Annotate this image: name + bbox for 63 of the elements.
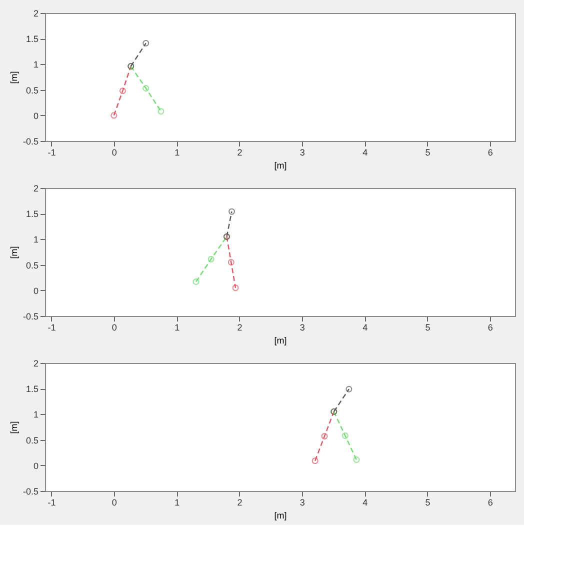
x-tick-label: 3 bbox=[300, 148, 305, 158]
x-tick-label: 6 bbox=[488, 148, 493, 158]
y-tick-label: 2 bbox=[33, 358, 38, 368]
point bbox=[158, 108, 164, 115]
y-axis-title: [m] bbox=[8, 246, 19, 259]
point bbox=[228, 208, 235, 215]
point bbox=[232, 284, 239, 292]
point bbox=[321, 432, 328, 440]
point bbox=[142, 85, 150, 92]
y-tick-label: 2 bbox=[33, 184, 38, 194]
point bbox=[119, 88, 126, 94]
x-tick-label: 5 bbox=[425, 498, 430, 508]
point bbox=[346, 386, 352, 392]
x-axis-title: [m] bbox=[274, 336, 287, 346]
x-tick-label: 2 bbox=[237, 148, 242, 158]
x-tick-label: -1 bbox=[48, 322, 56, 332]
point bbox=[142, 40, 150, 46]
x-tick-label: 4 bbox=[362, 148, 368, 158]
x-tick-label: -1 bbox=[48, 148, 56, 158]
y-tick-label: 2 bbox=[33, 8, 38, 18]
x-tick-label: -1 bbox=[48, 498, 56, 508]
x-tick-label: 6 bbox=[488, 322, 493, 332]
y-tick-label: 0 bbox=[33, 460, 38, 471]
point bbox=[353, 456, 360, 463]
y-tick-label: 1.5 bbox=[26, 34, 38, 44]
y-tick-label: 0.5 bbox=[26, 260, 38, 270]
y-tick-label: 1 bbox=[33, 234, 38, 245]
y-axis-title: [m] bbox=[8, 71, 19, 84]
y-tick-label: 1 bbox=[33, 410, 38, 420]
x-tick-label: 5 bbox=[425, 322, 430, 332]
x-axis-title: [m] bbox=[274, 510, 287, 520]
x-tick-label: 4 bbox=[362, 498, 368, 508]
y-axis-title: [m] bbox=[8, 421, 19, 434]
x-tick-label: 0 bbox=[112, 498, 117, 508]
point bbox=[342, 432, 348, 439]
y-tick-label: 1 bbox=[33, 60, 38, 70]
y-tick-label: -0.5 bbox=[22, 486, 38, 496]
x-tick-label: 1 bbox=[174, 498, 180, 508]
point bbox=[192, 278, 200, 285]
y-tick-label: 0 bbox=[33, 286, 38, 296]
x-tick-label: 3 bbox=[300, 498, 305, 508]
x-tick-label: 3 bbox=[300, 322, 305, 332]
y-tick-label: 1.5 bbox=[26, 384, 38, 394]
y-tick-label: 0.5 bbox=[26, 85, 38, 96]
point bbox=[312, 458, 318, 464]
y-tick-label: 0.5 bbox=[26, 435, 38, 446]
x-tick-label: 0 bbox=[112, 322, 117, 332]
x-tick-label: 1 bbox=[174, 322, 180, 332]
x-tick-label: 5 bbox=[425, 148, 430, 158]
point bbox=[208, 256, 214, 262]
x-tick-label: 1 bbox=[174, 148, 180, 158]
x-axis-title: [m] bbox=[274, 160, 287, 170]
x-tick-label: 4 bbox=[362, 322, 368, 332]
x-tick-label: 6 bbox=[488, 498, 493, 508]
x-tick-label: 2 bbox=[237, 498, 242, 508]
point bbox=[228, 259, 234, 266]
y-tick-label: 0 bbox=[33, 110, 38, 121]
point bbox=[110, 112, 118, 119]
x-tick-label: 0 bbox=[112, 148, 117, 158]
y-tick-label: 1.5 bbox=[26, 209, 38, 220]
y-tick-label: -0.5 bbox=[22, 136, 38, 146]
x-tick-label: 2 bbox=[237, 322, 242, 332]
y-tick-label: -0.5 bbox=[22, 312, 38, 322]
